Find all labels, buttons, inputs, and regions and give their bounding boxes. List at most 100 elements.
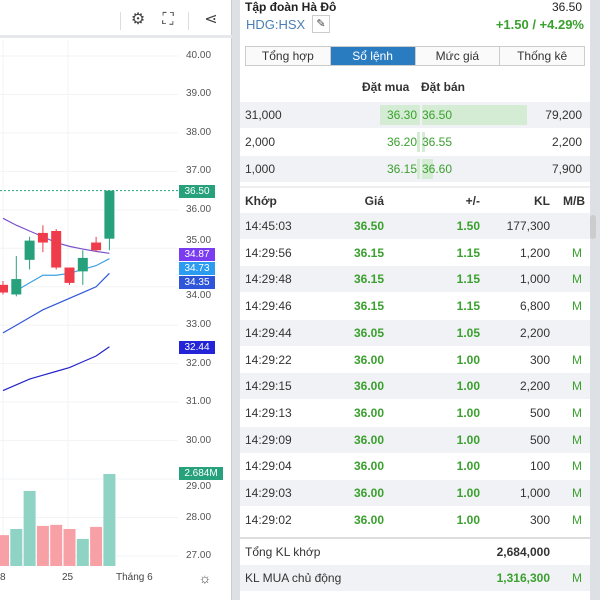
- trade-price: 36.15: [353, 299, 384, 314]
- trade-side: M: [572, 405, 582, 420]
- gear-icon[interactable]: ⚙: [130, 11, 146, 28]
- symbol-link[interactable]: HDG:HSX: [246, 17, 306, 32]
- trade-row: 14:29:48 36.15 1.15 1,000 M: [240, 266, 590, 293]
- summary-value: 1,316,300: [496, 571, 550, 585]
- ma2-tag: 34.73: [179, 262, 215, 275]
- chart-plot[interactable]: [0, 0, 232, 600]
- trade-change: 1.15: [456, 272, 480, 287]
- share-icon[interactable]: ⋖: [204, 11, 218, 28]
- trade-time: 14:29:44: [245, 325, 292, 340]
- trade-time: 14:29:48: [245, 272, 292, 287]
- bid-volume-bar: [417, 159, 420, 179]
- trade-side: M: [572, 459, 582, 474]
- trade-volume: 300: [529, 512, 550, 527]
- ask-price[interactable]: 36.60: [422, 162, 453, 176]
- trade-time: 14:29:03: [245, 486, 292, 500]
- trade-change: 1.00: [456, 486, 480, 500]
- trade-change: 1.50: [456, 219, 480, 233]
- orderbook-row: 1,000 36.15 36.60 7,900: [240, 156, 590, 182]
- trade-time: 14:29:15: [245, 379, 292, 394]
- trade-side: M: [572, 352, 582, 367]
- ask-volume-bar: [422, 159, 433, 179]
- candle-body: [91, 242, 102, 251]
- trade-time: 14:29:46: [245, 299, 292, 314]
- trade-change: 1.00: [456, 352, 480, 367]
- trade-price: 36.00: [353, 459, 384, 474]
- bid-volume: 2,000: [245, 135, 276, 149]
- bid-price[interactable]: 36.30: [386, 108, 417, 122]
- trade-price: 36.50: [353, 219, 384, 233]
- trade-volume: 2,200: [519, 325, 550, 340]
- bid-price[interactable]: 36.15: [386, 162, 417, 176]
- volume-bar: [23, 490, 36, 566]
- ask-volume: 2,200: [551, 135, 582, 149]
- ask-price[interactable]: 36.55: [422, 135, 453, 149]
- moving-average-line: [2, 272, 110, 334]
- settings-gear-icon[interactable]: ☼: [198, 570, 212, 586]
- volume-bar: [36, 525, 49, 566]
- trade-volume: 100: [529, 459, 550, 474]
- trade-price: 36.00: [353, 405, 384, 420]
- candle-body: [77, 257, 88, 272]
- price-axis-label: 29.00: [186, 481, 212, 492]
- trade-time: 14:29:13: [245, 405, 292, 420]
- title-price: 36.50: [551, 0, 582, 14]
- trade-time: 14:29:04: [245, 459, 292, 474]
- ma4-tag: 32.44: [179, 341, 215, 354]
- trade-side: M: [572, 245, 582, 260]
- trade-side: M: [572, 432, 582, 447]
- trade-time: 14:29:22: [245, 352, 292, 367]
- trade-volume: 500: [529, 432, 550, 447]
- trade-change: 1.00: [456, 432, 480, 447]
- volume-bar: [50, 524, 63, 566]
- volume-bar: [90, 526, 103, 566]
- tab-so-lenh[interactable]: Sổ lệnh: [330, 47, 416, 65]
- summary-row: Tổng KL khớp 2,684,000: [240, 537, 590, 563]
- trade-side: M: [572, 299, 582, 314]
- moving-average-line: [15, 258, 110, 292]
- pencil-icon[interactable]: ✎: [312, 15, 330, 33]
- price-axis-label: 31.00: [186, 396, 212, 408]
- trade-row: 14:29:09 36.00 1.00 500 M: [240, 426, 590, 453]
- price-axis-label: 30.00: [186, 434, 212, 446]
- scrollbar[interactable]: [590, 215, 596, 239]
- trade-row: 14:29:02 36.00 1.00 300 M: [240, 507, 590, 533]
- trade-row: 14:45:03 36.50 1.50 177,300: [240, 213, 590, 239]
- price-axis-label: 38.00: [186, 126, 212, 138]
- x-label: 8: [0, 572, 6, 583]
- tab-tong-hop[interactable]: Tổng hợp: [246, 47, 331, 65]
- ask-price[interactable]: 36.50: [422, 108, 453, 122]
- trade-volume: 1,200: [519, 245, 550, 260]
- ma1-tag: 34.87: [179, 248, 215, 261]
- trade-change: 1.00: [456, 512, 480, 527]
- trade-row: 14:29:56 36.15 1.15 1,200 M: [240, 240, 590, 266]
- price-chart[interactable]: ⚙ ⛶ ⋖ 40.00 39.00 38.00 37.00 36.00 35.00 34.0…: [0, 0, 232, 600]
- volume-bar: [103, 474, 116, 566]
- volume-bar: [0, 535, 9, 566]
- fullscreen-icon[interactable]: ⛶: [162, 11, 174, 28]
- trade-row: 14:29:22 36.00 1.00 300 M: [240, 347, 590, 373]
- col-kl: KL: [534, 194, 550, 208]
- candle-body: [0, 284, 8, 293]
- x-label: 25: [62, 572, 74, 583]
- trade-volume: 1,000: [519, 486, 550, 500]
- bid-volume: 31,000: [245, 108, 282, 122]
- trade-change: 1.05: [456, 325, 480, 340]
- volume-bar: [63, 528, 76, 566]
- summary-value: 2,684,000: [496, 545, 550, 559]
- trade-change: 1.15: [456, 245, 480, 260]
- tab-muc-gia[interactable]: Mức giá: [415, 47, 501, 65]
- chart-toolbar: ⚙ ⛶ ⋖: [0, 0, 232, 38]
- trade-volume: 2,200: [519, 379, 550, 394]
- price-axis-label: 27.00: [186, 549, 212, 561]
- trade-price: 36.15: [353, 245, 384, 260]
- volume-bar: [10, 528, 23, 566]
- trade-row: 14:29:13 36.00 1.00 500 M: [240, 400, 590, 426]
- trade-row: 14:29:44 36.05 1.05 2,200: [240, 319, 590, 346]
- trade-volume: 500: [529, 405, 550, 420]
- col-khop: Khớp: [245, 194, 277, 208]
- volume-tag: 2.684M: [179, 467, 223, 480]
- bid-price[interactable]: 36.20: [386, 135, 417, 149]
- ask-volume-bar: [422, 105, 527, 125]
- tab-thong-ke[interactable]: Thống kê: [500, 47, 584, 65]
